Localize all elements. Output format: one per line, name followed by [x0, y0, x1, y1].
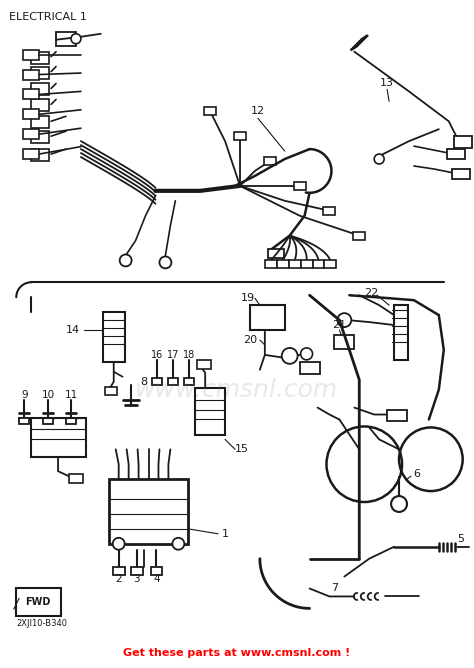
Text: www.cmsnl.com: www.cmsnl.com	[136, 377, 338, 401]
Bar	[113, 566, 125, 574]
Circle shape	[113, 538, 125, 550]
Circle shape	[374, 154, 384, 164]
Text: 21: 21	[332, 320, 346, 330]
Text: 22: 22	[364, 288, 378, 298]
Bar	[204, 108, 216, 116]
Text: 6: 6	[413, 469, 420, 479]
Bar	[31, 100, 49, 112]
Text: 11: 11	[64, 389, 78, 399]
Text: 12: 12	[251, 106, 265, 116]
Text: 2: 2	[115, 574, 122, 584]
Text: 14: 14	[66, 325, 80, 335]
Circle shape	[391, 496, 407, 512]
Circle shape	[120, 255, 132, 267]
Bar	[23, 149, 39, 159]
Bar	[151, 566, 163, 574]
Bar	[335, 335, 354, 349]
Bar	[23, 90, 39, 100]
Text: 3: 3	[133, 574, 140, 584]
Circle shape	[282, 348, 298, 364]
Bar	[153, 377, 163, 385]
Bar	[394, 305, 408, 360]
Text: 17: 17	[167, 350, 180, 360]
Text: Get these parts at www.cmsnl.com !: Get these parts at www.cmsnl.com !	[123, 648, 351, 658]
Text: 16: 16	[151, 350, 164, 360]
Bar	[23, 69, 39, 79]
Bar	[353, 232, 365, 240]
Bar	[452, 169, 470, 179]
Text: 4: 4	[153, 574, 160, 584]
Text: ELECTRICAL 1: ELECTRICAL 1	[9, 12, 87, 22]
Bar	[323, 207, 336, 214]
Circle shape	[301, 348, 312, 360]
Text: 1: 1	[221, 529, 228, 539]
Text: 7: 7	[331, 584, 338, 593]
Bar	[312, 261, 325, 269]
Bar	[447, 149, 465, 159]
Bar	[31, 84, 49, 96]
Bar	[234, 132, 246, 140]
Bar	[31, 131, 49, 143]
Bar	[250, 305, 285, 330]
Text: 20: 20	[243, 335, 257, 345]
Text: 10: 10	[42, 389, 55, 399]
Bar	[268, 248, 284, 259]
Circle shape	[71, 34, 81, 43]
Bar	[103, 312, 125, 362]
Bar	[69, 474, 83, 483]
Bar	[131, 566, 143, 574]
Bar	[325, 261, 337, 269]
Bar	[105, 387, 117, 395]
Bar	[184, 377, 194, 385]
Text: /: /	[13, 597, 18, 611]
Bar	[31, 51, 49, 63]
Bar	[168, 377, 178, 385]
Bar	[277, 261, 289, 269]
Bar	[195, 387, 225, 436]
Bar	[289, 261, 301, 269]
Bar	[23, 49, 39, 59]
Circle shape	[173, 538, 184, 550]
Bar	[31, 418, 86, 458]
Bar	[56, 32, 76, 45]
Bar	[301, 261, 312, 269]
Text: 13: 13	[380, 78, 394, 88]
Bar	[43, 418, 53, 424]
Text: 8: 8	[140, 377, 147, 387]
Bar	[300, 362, 319, 374]
Bar	[23, 110, 39, 120]
Bar	[264, 157, 276, 165]
Bar	[16, 589, 61, 617]
Text: 18: 18	[183, 350, 195, 360]
Bar	[197, 360, 211, 369]
Bar	[31, 116, 49, 128]
Circle shape	[159, 257, 172, 269]
Bar	[109, 479, 188, 544]
Bar	[31, 149, 49, 161]
Bar	[387, 409, 407, 422]
Text: 2XJI10-B340: 2XJI10-B340	[16, 619, 67, 628]
Text: 9: 9	[21, 389, 27, 399]
Bar	[454, 136, 472, 148]
Bar	[294, 182, 306, 190]
Text: 5: 5	[457, 534, 464, 544]
Text: 19: 19	[241, 293, 255, 303]
Bar	[265, 261, 277, 269]
Text: 15: 15	[235, 444, 249, 454]
Circle shape	[337, 313, 351, 327]
Bar	[23, 129, 39, 139]
Bar	[66, 418, 76, 424]
Bar	[31, 67, 49, 79]
Text: FWD: FWD	[26, 597, 51, 607]
Bar	[19, 418, 29, 424]
